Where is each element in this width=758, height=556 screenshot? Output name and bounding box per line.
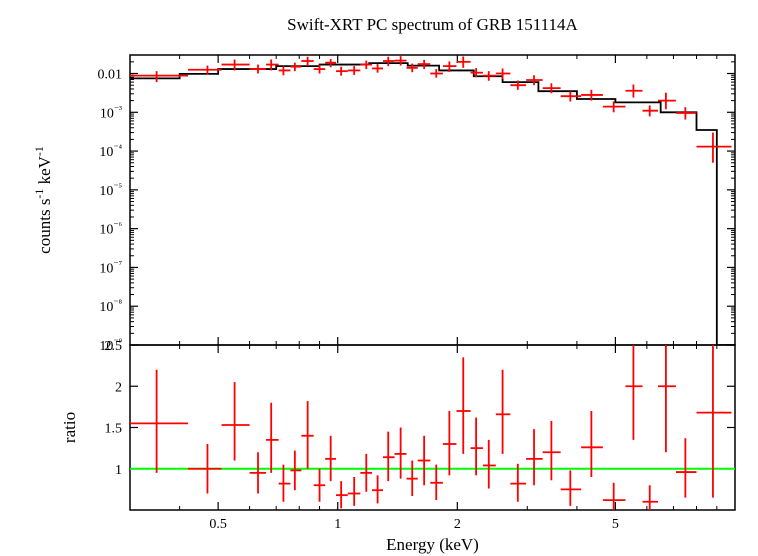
y-top-axis-label: counts s-1 keV-1: [32, 146, 54, 254]
model-line: [130, 63, 735, 345]
y-top-tick-label: 10⁻⁴: [99, 143, 122, 161]
x-tick-label: 2: [454, 517, 461, 532]
bottom-panel-frame: [130, 345, 735, 510]
top-panel-frame: [130, 55, 735, 345]
y-bottom-axis-label: ratio: [60, 412, 79, 443]
y-top-tick-label: 10⁻⁵: [99, 181, 122, 199]
bottom-panel-content: [130, 345, 735, 515]
y-top-tick-label: 0.01: [98, 68, 123, 83]
y-top-tick-label: 10⁻⁸: [99, 298, 122, 316]
y-bottom-tick-label: 1.5: [105, 422, 123, 437]
x-tick-label: 1: [334, 517, 341, 532]
y-top-tick-label: 10⁻⁶: [99, 220, 122, 238]
y-bottom-tick-label: 2.5: [105, 339, 123, 354]
y-top-tick-label: 10⁻⁷: [99, 259, 122, 277]
top-panel-content: [130, 56, 735, 345]
y-bottom-tick-label: 1: [115, 463, 122, 478]
y-top-tick-label: 10⁻³: [100, 104, 122, 122]
spectrum-chart: Swift-XRT PC spectrum of GRB 151114A 0.5 1…: [0, 0, 758, 556]
chart-svg: Swift-XRT PC spectrum of GRB 151114A 0.5 1…: [0, 0, 758, 556]
x-tick-label: 5: [612, 517, 619, 532]
x-tick-label: 0.5: [209, 517, 227, 532]
y-bottom-tick-label: 2: [115, 380, 122, 395]
x-axis-label: Energy (keV): [386, 535, 479, 554]
chart-title: Swift-XRT PC spectrum of GRB 151114A: [287, 15, 578, 34]
